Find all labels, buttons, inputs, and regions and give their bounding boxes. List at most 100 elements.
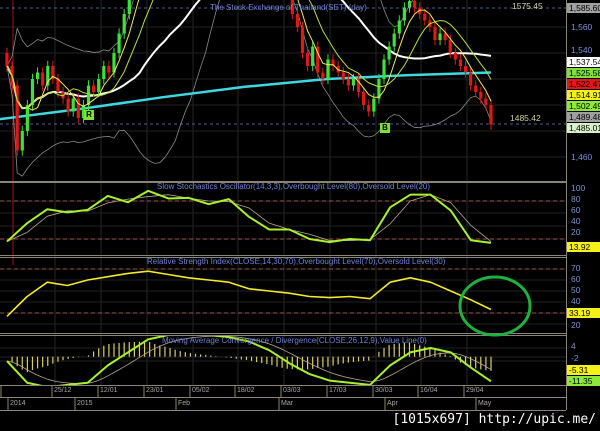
candle-body (290, 0, 294, 14)
rsi-last-value-badge: 33.19 (567, 308, 600, 318)
stochastic-signal-line (6, 194, 492, 242)
price-panel (0, 0, 566, 177)
stochastic-axis-tick: 80 (571, 194, 581, 204)
date-label: 18/02 (237, 387, 255, 394)
panel-frame (0, 0, 567, 411)
candle-body (61, 92, 65, 99)
bollinger-lower-line (6, 0, 492, 177)
price-axis-tick: 1,460 (571, 152, 593, 162)
candle-body (112, 53, 116, 73)
candle-body (402, 7, 406, 21)
candle-body (438, 33, 442, 40)
footer-watermark: [1015x697] http://upic.me/ (392, 412, 597, 427)
candle-body (127, 0, 131, 14)
date-label: 17/03 (329, 387, 347, 394)
rsi-axis-tick: 40 (571, 296, 581, 306)
candle-body (443, 33, 447, 40)
signal-marker: B (380, 123, 390, 133)
candle-body (102, 66, 106, 79)
month-label: May (478, 400, 492, 407)
candle-body (346, 79, 350, 86)
stochastic-axis-tick: 40 (571, 216, 581, 226)
ma-mid-line (6, 0, 492, 109)
candle-body (295, 14, 299, 27)
price-panel-title: The Stock Exchange of Thailand(SET) (day… (210, 3, 367, 12)
candle-body (356, 79, 361, 92)
candle-body (479, 92, 483, 99)
candle-body (423, 14, 427, 21)
date-label: 30/03 (375, 387, 393, 394)
rsi-title: Relative Strength Index(CLOSE,14,30,70),… (147, 257, 446, 266)
stochastic-axis-tick: 60 (571, 205, 581, 215)
month-label: Feb (178, 400, 191, 407)
candle-body (392, 33, 396, 47)
candle-body (76, 98, 80, 118)
candle-body (66, 98, 70, 112)
candle-body (81, 105, 86, 118)
candle-body (367, 105, 371, 112)
date-label: 05/02 (192, 387, 210, 394)
candle-body (433, 27, 437, 40)
rsi-line (6, 270, 492, 317)
price-axis-tick: 1,560 (571, 22, 593, 32)
candle-body (326, 59, 330, 79)
high-annotation: 1575.45 (512, 1, 543, 11)
highlight-circle (458, 275, 532, 337)
candle-body (458, 59, 463, 66)
stochastic-line (6, 189, 492, 244)
month-label: 2015 (77, 400, 93, 407)
candle-body (97, 79, 101, 92)
date-label: 16/04 (420, 387, 438, 394)
macd-axis-tick: -2 (571, 353, 579, 363)
month-label: 2014 (10, 400, 26, 407)
stochastic-last-value-badge: 13.92 (567, 242, 600, 252)
date-label: 03/03 (283, 387, 301, 394)
candle-body (311, 46, 315, 66)
candle-body (117, 33, 121, 53)
price-last-value-badge: 1,525.58 (567, 68, 600, 78)
signal-marker: R (84, 110, 94, 120)
candle-body (46, 66, 50, 86)
stochastic-axis-tick: 20 (571, 227, 581, 237)
candle-body (397, 20, 401, 34)
candle-body (412, 1, 417, 8)
candle-body (463, 66, 468, 73)
date-label: 29/04 (466, 387, 484, 394)
grid (0, 0, 566, 385)
candle-body (86, 85, 91, 105)
price-last-value-badge: 1,485.01 (567, 123, 600, 133)
candle-body (71, 98, 75, 112)
ma200-line (0, 71, 492, 121)
candle-body (341, 72, 345, 79)
candle-body (453, 53, 457, 60)
candle-body (25, 105, 29, 131)
candle-body (489, 105, 493, 125)
candle-body (15, 85, 19, 151)
candle-body (51, 66, 55, 79)
candle-body (122, 14, 126, 34)
date-label: 25/12 (54, 387, 72, 394)
macd-panel (6, 336, 492, 385)
candle-body (316, 46, 320, 73)
stochastic-title: Slow Stochastics Oscillator(14,3,3),Over… (157, 182, 431, 191)
price-last-value-badge: 1,489.48 (567, 112, 600, 122)
candle-body (362, 92, 366, 105)
candle-body (448, 40, 452, 53)
candle-body (300, 27, 305, 53)
candle-body (56, 79, 60, 92)
low-annotation: 1485.42 (510, 113, 541, 123)
candle-body (469, 72, 473, 86)
stochastic-axis-tick: 100 (571, 183, 586, 193)
candle-body (474, 85, 478, 92)
macd-last-value-badge: -11.35 (567, 376, 600, 386)
rsi-panel (0, 268, 566, 317)
price-axis-tick: 1,585.60 (567, 3, 600, 13)
rsi-axis-tick: 60 (571, 274, 581, 284)
rsi-axis-tick: 20 (571, 320, 581, 330)
candle-body (377, 79, 381, 99)
candle-body (372, 98, 376, 112)
date-label: 12/01 (100, 387, 118, 394)
price-last-value-badge: 1,537.54 (567, 57, 600, 67)
price-axis-tick: 1,540 (571, 45, 593, 55)
